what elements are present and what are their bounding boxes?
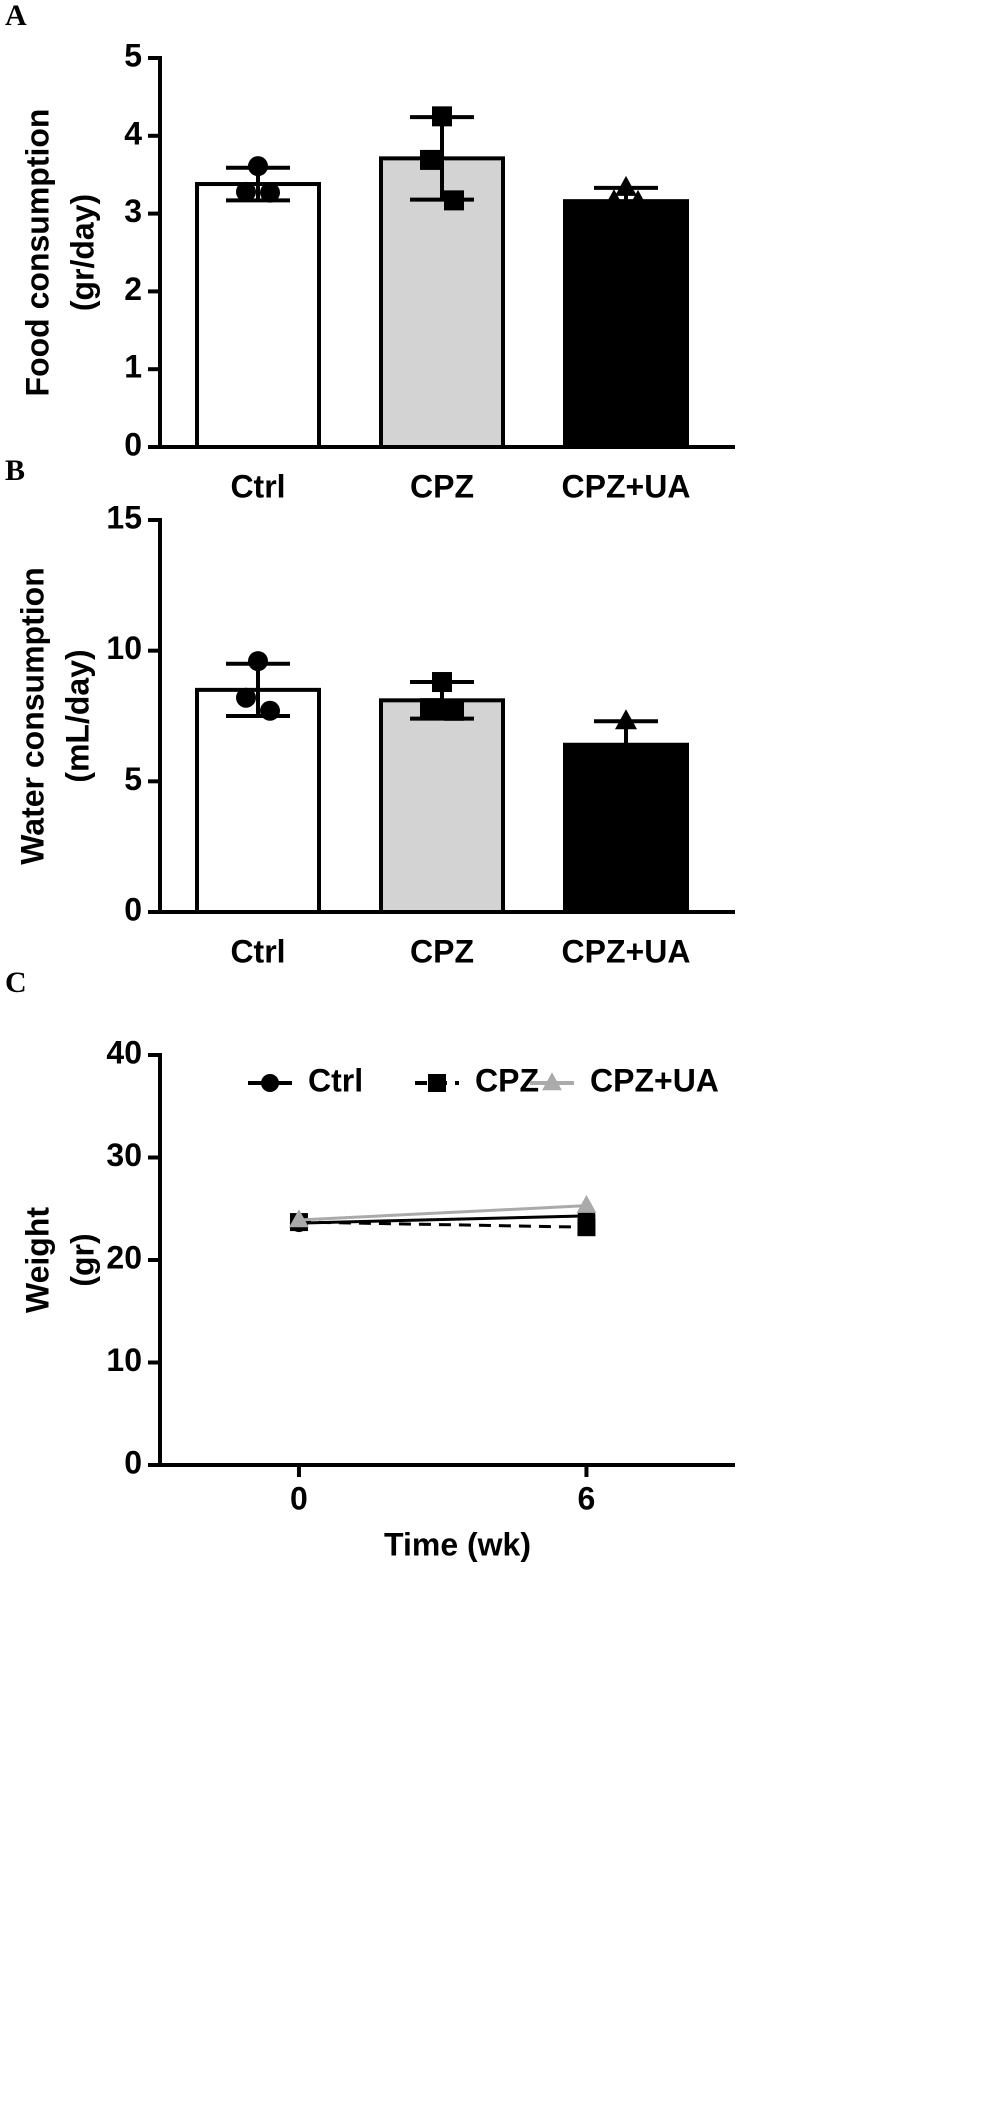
y-axis-label: (mL/day) (59, 649, 95, 782)
x-tick-label: Ctrl (230, 933, 285, 969)
data-point (260, 700, 280, 721)
data-point (248, 651, 268, 672)
legend-marker (261, 1074, 279, 1092)
y-tick-label: 20 (106, 1239, 142, 1275)
data-point (236, 181, 256, 202)
y-axis-label: (gr) (64, 1233, 100, 1286)
data-point (603, 743, 625, 764)
data-point (248, 156, 268, 177)
series-line (298, 1220, 587, 1229)
x-tick-label: CPZ+UA (562, 468, 691, 504)
bar (379, 698, 505, 914)
y-tick-label: 4 (124, 115, 142, 151)
y-tick-label: 40 (106, 1034, 142, 1070)
x-tick-label: 6 (578, 1480, 596, 1516)
data-point (603, 189, 625, 210)
panel-label: C (5, 966, 27, 999)
legend-label: CPZ+UA (590, 1062, 719, 1098)
y-tick-label: 1 (124, 349, 142, 385)
y-axis-label: Water consumption (14, 567, 50, 864)
x-tick-label: CPZ (410, 468, 474, 504)
y-tick-label: 2 (124, 271, 142, 307)
x-tick-label: Ctrl (230, 468, 285, 504)
bar (195, 687, 321, 914)
data-point (420, 698, 440, 719)
data-point (615, 175, 637, 196)
y-tick-label: 0 (124, 891, 142, 927)
bar (563, 199, 689, 449)
x-tick-label: CPZ+UA (562, 933, 691, 969)
bar (563, 742, 689, 914)
data-point (432, 106, 452, 127)
data-point (615, 709, 637, 730)
data-point (236, 687, 256, 708)
x-tick-label: 0 (290, 1480, 308, 1516)
y-tick-label: 15 (106, 499, 142, 535)
data-point (432, 672, 452, 693)
data-point (577, 1218, 596, 1237)
y-tick-label: 5 (124, 761, 142, 797)
y-tick-label: 10 (106, 1342, 142, 1378)
series-line (298, 1204, 587, 1222)
bar (195, 182, 321, 449)
panel-label: B (5, 454, 25, 487)
data-point (444, 700, 464, 721)
data-point (260, 182, 280, 203)
y-axis-label: Food consumption (19, 109, 55, 397)
y-tick-label: 0 (124, 1444, 142, 1480)
data-point (576, 1194, 597, 1213)
data-point (627, 189, 649, 210)
data-point (420, 149, 440, 170)
y-tick-label: 3 (124, 193, 142, 229)
x-tick-label: CPZ (410, 933, 474, 969)
y-tick-label: 0 (124, 426, 142, 462)
y-tick-label: 5 (124, 37, 142, 73)
y-tick-label: 30 (106, 1137, 142, 1173)
y-axis-label: Weight (19, 1207, 55, 1313)
data-point (444, 190, 464, 211)
legend-marker (542, 1072, 562, 1091)
y-axis-label: (gr/day) (64, 194, 100, 311)
x-axis-label: Time (wk) (384, 1526, 531, 1562)
data-point (627, 745, 649, 766)
legend-marker (428, 1074, 446, 1092)
data-point (289, 1209, 309, 1228)
legend-label: CPZ (475, 1062, 539, 1098)
y-tick-label: 10 (106, 630, 142, 666)
panel-label: A (5, 0, 27, 32)
legend-label: Ctrl (308, 1062, 363, 1098)
bar (379, 156, 505, 449)
